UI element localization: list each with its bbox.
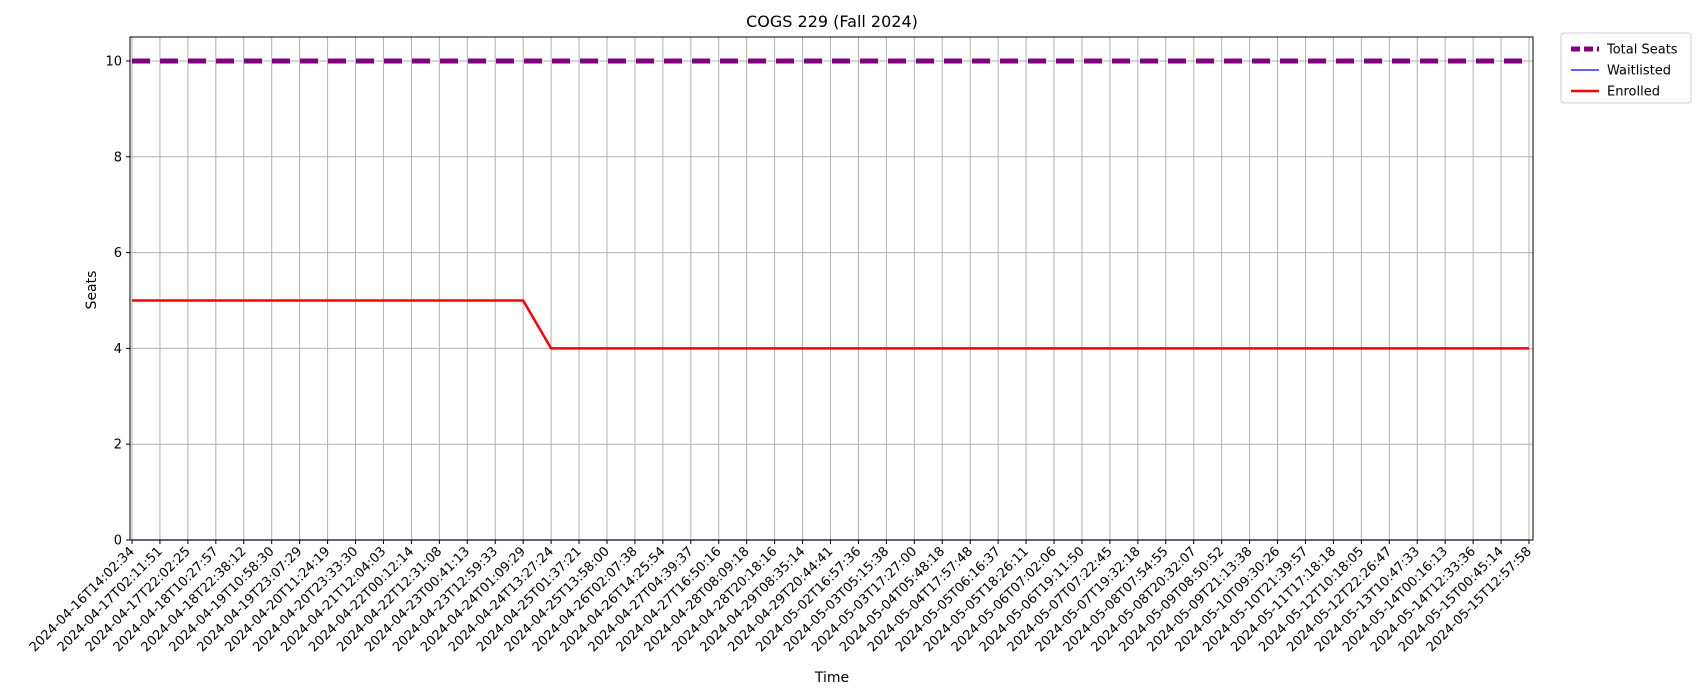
legend-label: Enrolled <box>1607 85 1660 100</box>
y-tick-label: 10 <box>105 54 122 69</box>
legend-box <box>1560 32 1692 104</box>
y-tick-label: 8 <box>114 150 122 165</box>
y-tick-label: 4 <box>114 342 122 357</box>
legend-label: Total Seats <box>1606 43 1678 58</box>
grid <box>130 37 1533 541</box>
y-tick-label: 2 <box>114 438 122 453</box>
y-axis-ticks: 0 2 4 6 8 10 <box>105 54 130 549</box>
legend-label: Waitlisted <box>1607 64 1671 79</box>
plot-area-frame <box>129 36 1534 541</box>
y-tick-label: 0 <box>114 534 122 549</box>
x-axis-label: Time <box>814 670 849 686</box>
y-tick-label: 6 <box>114 246 122 261</box>
y-axis-label: Seats <box>84 271 100 310</box>
chart-title: COGS 229 (Fall 2024) <box>746 12 918 31</box>
x-axis-ticks: 2024-04-16T14:02:342024-04-17T02:11:5120… <box>27 540 1535 655</box>
legend: Total Seats Waitlisted Enrolled <box>1560 32 1692 104</box>
series-line-enrolled <box>132 299 1529 350</box>
